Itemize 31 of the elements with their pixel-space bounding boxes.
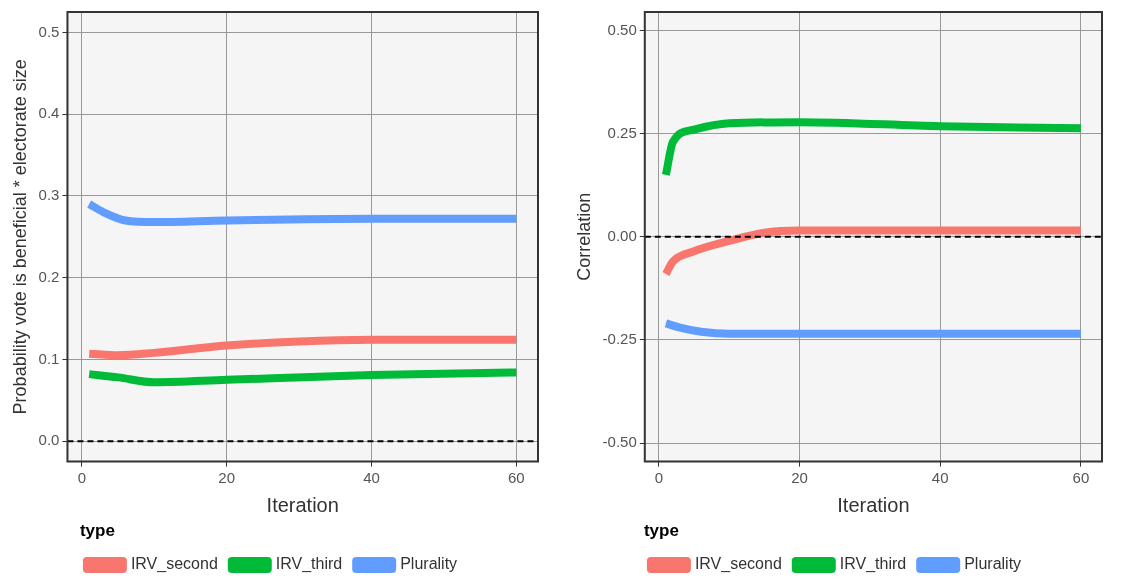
legend-label: IRV_second xyxy=(694,555,782,574)
legend-title: type xyxy=(79,520,115,540)
legend-label: IRV_second xyxy=(130,555,218,574)
y-tick-label: 0.00 xyxy=(607,226,637,244)
y-tick-label: -0.25 xyxy=(602,330,637,348)
y-tick-label: -0.50 xyxy=(602,433,637,451)
y-tick-label: 0.50 xyxy=(607,20,637,38)
x-tick-label: 60 xyxy=(1072,468,1090,486)
x-axis-title: Iteration xyxy=(266,494,339,517)
legend-label: Plurality xyxy=(964,555,1022,573)
y-tick-label: 0.1 xyxy=(38,349,60,367)
x-tick-label: 40 xyxy=(931,468,949,486)
y-tick-label: 0.5 xyxy=(38,22,60,40)
legend-label: IRV_third xyxy=(839,555,907,574)
y-tick-label: 0.25 xyxy=(607,123,637,141)
legend-label: Plurality xyxy=(400,555,458,573)
y-tick-label: 0.0 xyxy=(38,431,60,449)
legend-title: type xyxy=(643,520,679,540)
y-axis-title: Correlation xyxy=(573,192,594,281)
y-tick-label: 0.3 xyxy=(38,186,60,204)
y-axis-title: Probability vote is beneficial * electorate size xyxy=(9,59,30,415)
legend-label: IRV_third xyxy=(275,555,343,574)
y-tick-label: 0.4 xyxy=(38,104,60,122)
x-tick-label: 20 xyxy=(218,468,236,486)
x-tick-label: 0 xyxy=(77,468,87,486)
x-tick-label: 60 xyxy=(507,468,525,486)
x-tick-label: 40 xyxy=(363,468,380,486)
x-tick-label: 0 xyxy=(654,468,664,486)
x-tick-label: 20 xyxy=(791,468,808,486)
x-axis-title: Iteration xyxy=(837,494,910,517)
y-tick-label: 0.2 xyxy=(38,267,60,285)
